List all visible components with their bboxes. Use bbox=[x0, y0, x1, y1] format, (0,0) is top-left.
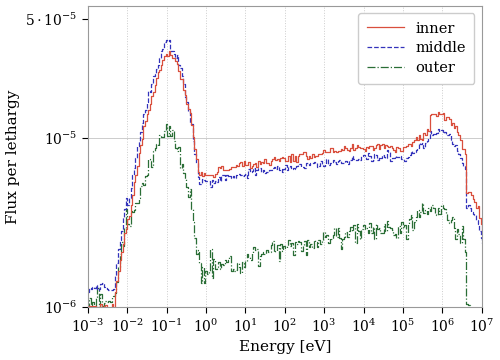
inner bbox=[416, 138, 422, 142]
middle bbox=[236, 172, 242, 177]
inner bbox=[84, 305, 90, 309]
inner bbox=[486, 255, 492, 259]
inner bbox=[166, 49, 172, 53]
outer bbox=[84, 308, 90, 312]
Line: outer: outer bbox=[88, 124, 488, 324]
outer bbox=[162, 122, 168, 126]
outer bbox=[422, 211, 428, 216]
Line: middle: middle bbox=[88, 40, 488, 292]
outer bbox=[276, 243, 281, 248]
X-axis label: Energy [eV]: Energy [eV] bbox=[238, 341, 331, 355]
inner bbox=[92, 310, 98, 314]
middle bbox=[276, 164, 281, 168]
Y-axis label: Flux per lethargy: Flux per lethargy bbox=[6, 89, 20, 224]
middle bbox=[422, 146, 428, 150]
Legend: inner, middle, outer: inner, middle, outer bbox=[358, 13, 474, 84]
inner bbox=[320, 150, 326, 155]
middle bbox=[318, 162, 324, 166]
middle bbox=[84, 290, 90, 294]
inner bbox=[91, 304, 97, 309]
outer bbox=[91, 300, 97, 304]
inner bbox=[236, 161, 242, 166]
middle bbox=[166, 38, 172, 42]
outer bbox=[236, 261, 242, 265]
Line: inner: inner bbox=[88, 51, 488, 312]
outer bbox=[486, 321, 492, 326]
inner bbox=[422, 133, 428, 137]
inner bbox=[276, 159, 281, 163]
middle bbox=[91, 285, 97, 289]
outer bbox=[318, 238, 324, 242]
middle bbox=[486, 269, 492, 273]
outer bbox=[414, 208, 420, 212]
outer bbox=[472, 321, 478, 326]
middle bbox=[414, 146, 420, 150]
